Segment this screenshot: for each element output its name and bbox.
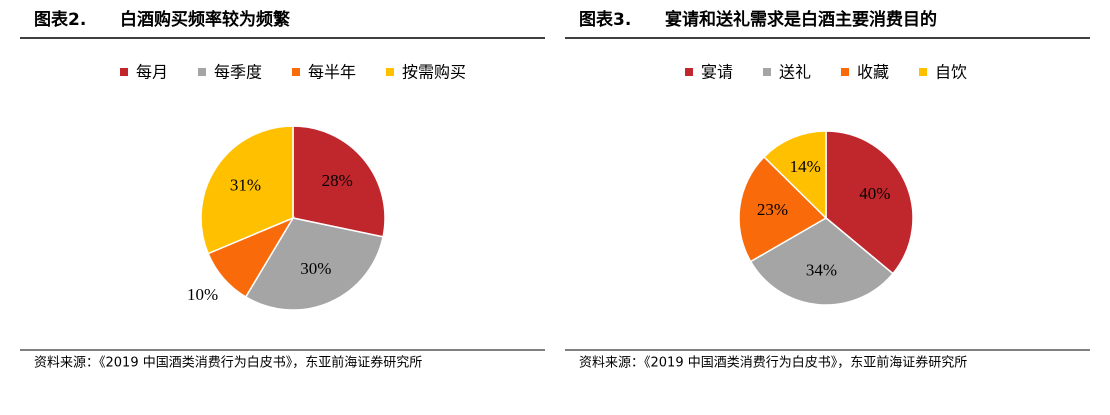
data-label: 30% bbox=[300, 259, 331, 278]
data-label: 40% bbox=[859, 184, 890, 203]
legend-label: 自饮 bbox=[935, 63, 967, 82]
legend-label: 收藏 bbox=[857, 63, 889, 82]
chart-title: 宴请和送礼需求是白酒主要消费目的 bbox=[665, 9, 937, 30]
data-label: 34% bbox=[806, 261, 837, 280]
source-note: 资料来源：《2019 中国酒类消费行为白皮书》，东亚前海证券研究所 bbox=[579, 355, 967, 371]
data-label: 31% bbox=[230, 175, 261, 194]
legend-swatch bbox=[292, 68, 300, 76]
pie-slice bbox=[762, 130, 827, 220]
legend-swatch bbox=[841, 68, 849, 76]
pie-slice bbox=[200, 125, 294, 255]
data-label: 10% bbox=[187, 285, 218, 304]
legend-label: 宴请 bbox=[701, 63, 733, 82]
pie-slice bbox=[738, 155, 828, 263]
legend-swatch bbox=[198, 68, 206, 76]
legend-swatch bbox=[685, 68, 693, 76]
legend-label: 送礼 bbox=[779, 63, 811, 82]
legend-label: 每半年 bbox=[308, 63, 356, 82]
legend-swatch bbox=[120, 68, 128, 76]
chart-label: 图表3. bbox=[579, 9, 631, 30]
legend-swatch bbox=[919, 68, 927, 76]
legend-label: 每月 bbox=[136, 63, 168, 82]
chart-label: 图表2. bbox=[34, 9, 86, 30]
legend-label: 按需购买 bbox=[402, 63, 466, 82]
pie-slice bbox=[749, 217, 894, 306]
pie-slice bbox=[292, 125, 386, 238]
data-label: 14% bbox=[790, 157, 821, 176]
chart-title: 白酒购买频率较为频繁 bbox=[120, 9, 291, 30]
data-label: 23% bbox=[757, 200, 788, 219]
legend-label: 每季度 bbox=[214, 63, 262, 82]
source-note: 资料来源：《2019 中国酒类消费行为白皮书》，东亚前海证券研究所 bbox=[34, 355, 422, 371]
legend-swatch bbox=[763, 68, 771, 76]
pie-slice bbox=[825, 130, 914, 275]
legend-swatch bbox=[386, 68, 394, 76]
data-label: 28% bbox=[322, 171, 353, 190]
